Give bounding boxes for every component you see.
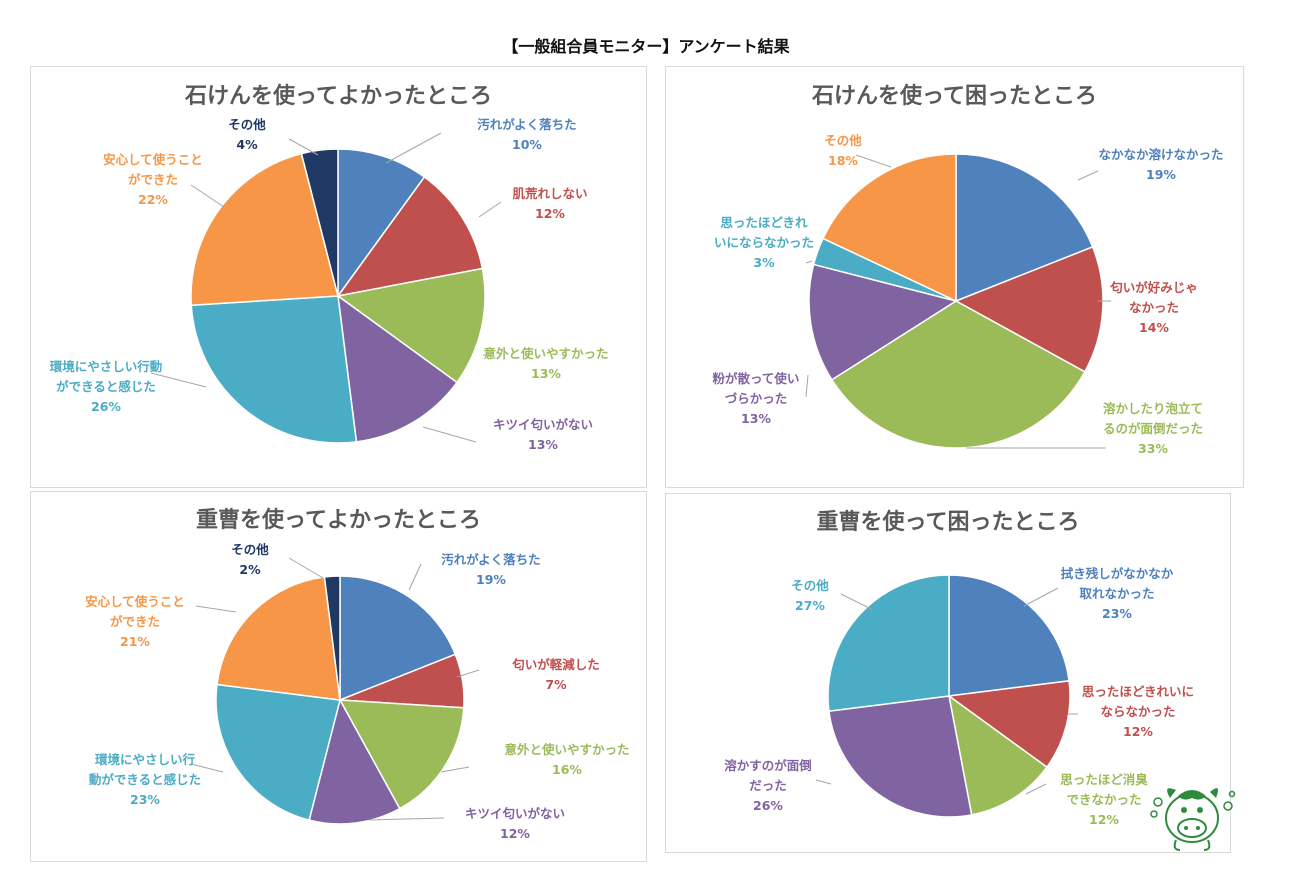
- chart-panel-soda-good: 重曹を使ってよかったところ汚れがよく落ちた 19% 匂いが軽減した 7% 意外と使いやす…: [30, 491, 647, 862]
- pie-slice: [323, 575, 341, 701]
- leader-line: [855, 154, 892, 168]
- data-label: 肌荒れしない 12%: [511, 186, 587, 221]
- data-label: その他 4%: [228, 117, 266, 152]
- data-label: 溶かすのが面倒だった 26%: [724, 758, 812, 813]
- leader-line: [408, 563, 422, 591]
- pie-slice: [339, 575, 457, 702]
- pie-slice: [821, 153, 957, 303]
- pie-slice: [808, 263, 958, 381]
- data-label: 思ったほど消臭できなかった 12%: [1060, 772, 1148, 827]
- leader-line: [150, 372, 207, 388]
- leader-line: [1025, 783, 1047, 795]
- leader-line: [368, 817, 445, 821]
- leader-line: [478, 201, 502, 218]
- data-label: 匂いが軽減した 7%: [511, 657, 600, 692]
- leader-line: [840, 593, 872, 610]
- data-label: 溶かしたり泡立てるのが面倒だった 33%: [1103, 401, 1203, 456]
- data-label: 粉が散って使いづらかった 13%: [713, 371, 800, 426]
- pie-slice: [830, 300, 1086, 449]
- leader-line: [1023, 587, 1059, 607]
- leader-line: [440, 766, 470, 773]
- leader-line: [195, 605, 237, 613]
- pie-slice: [215, 683, 341, 822]
- data-label: 思ったほどきれいにならなかった 12%: [1082, 684, 1194, 739]
- data-label: 安心して使うことができた 22%: [103, 152, 203, 207]
- data-label: 意外と使いやすかった 13%: [483, 346, 608, 381]
- data-label: 匂いが好みじゃなかった 14%: [1109, 280, 1198, 335]
- data-label: 汚れがよく落ちた 10%: [477, 117, 576, 152]
- data-label: その他 18%: [824, 133, 862, 168]
- chart-panel-soap-good: 石けんを使ってよかったところ汚れがよく落ちた 10% 肌荒れしない 12% 意外と使いや…: [30, 66, 647, 488]
- pie-slice: [336, 267, 486, 384]
- pie-slice: [190, 152, 339, 307]
- leader-line: [1077, 170, 1099, 181]
- data-label: 環境にやさしい行動ができると感じた 26%: [50, 359, 163, 414]
- pie-slice: [300, 148, 339, 297]
- leader-line: [422, 426, 477, 443]
- mascot-cow-icon: [1148, 772, 1238, 858]
- pie-slice: [338, 699, 465, 810]
- chart-panel-soap-bad: 石けんを使って困ったところなかなか溶けなかった 19% 匂いが好みじゃなかった 14%…: [665, 66, 1244, 488]
- leader-line: [190, 763, 224, 773]
- pie-slice: [308, 697, 401, 825]
- leader-line: [288, 138, 319, 156]
- leader-line: [385, 132, 442, 164]
- pie-slice: [947, 679, 1071, 769]
- data-label: 環境にやさしい行動ができると感じた 23%: [89, 752, 201, 807]
- leader-line: [815, 779, 832, 785]
- data-label: 安心して使うことができた 21%: [85, 594, 185, 649]
- chart-title: 石けんを使ってよかったところ: [184, 84, 492, 109]
- chart-title: 石けんを使って困ったところ: [811, 84, 1097, 109]
- data-label: なかなか溶けなかった 19%: [1098, 147, 1223, 182]
- pie-slice: [190, 295, 358, 444]
- pie-slice: [828, 695, 973, 818]
- data-label: 意外と使いやすかった 16%: [504, 742, 629, 777]
- pie-slice: [337, 148, 426, 299]
- data-label: 汚れがよく落ちた 19%: [441, 552, 540, 587]
- chart-title: 重曹を使ってよかったところ: [196, 507, 481, 533]
- leader-line: [805, 374, 809, 398]
- pie-slice: [948, 574, 1070, 697]
- data-label: その他 2%: [231, 542, 269, 577]
- pie-slice: [954, 245, 1104, 373]
- pie-slice: [955, 153, 1094, 303]
- leader-line: [190, 184, 225, 208]
- leader-line: [456, 669, 480, 678]
- chart-title: 重曹を使って困ったところ: [817, 509, 1080, 535]
- data-label: その他 27%: [791, 578, 829, 613]
- data-label: キツイ匂いがない 13%: [493, 417, 593, 452]
- pie-slice: [337, 294, 458, 443]
- chart-panel-soda-bad: 重曹を使って困ったところ拭き残しがなかなか取れなかった 23% 思ったほどきれいにな…: [665, 493, 1231, 853]
- leader-line: [805, 260, 813, 264]
- page-title: 【一般組合員モニター】アンケート結果: [502, 37, 790, 56]
- pie-slice: [216, 576, 341, 701]
- data-label: 思ったほどきれいにならなかった 3%: [714, 215, 814, 270]
- leader-line: [288, 557, 324, 579]
- data-label: キツイ匂いがない 12%: [465, 806, 565, 841]
- pie-slice: [947, 694, 1048, 816]
- pie-slice: [827, 574, 950, 713]
- pie-slice: [336, 176, 484, 298]
- data-label: 拭き残しがなかなか取れなかった 23%: [1061, 566, 1174, 621]
